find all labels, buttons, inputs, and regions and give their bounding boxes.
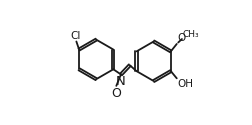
Text: CH₃: CH₃ bbox=[181, 30, 198, 39]
Text: N: N bbox=[116, 75, 125, 88]
Text: OH: OH bbox=[176, 79, 192, 89]
Text: Cl: Cl bbox=[70, 31, 81, 41]
Text: O: O bbox=[111, 87, 120, 100]
Text: O: O bbox=[177, 34, 185, 43]
